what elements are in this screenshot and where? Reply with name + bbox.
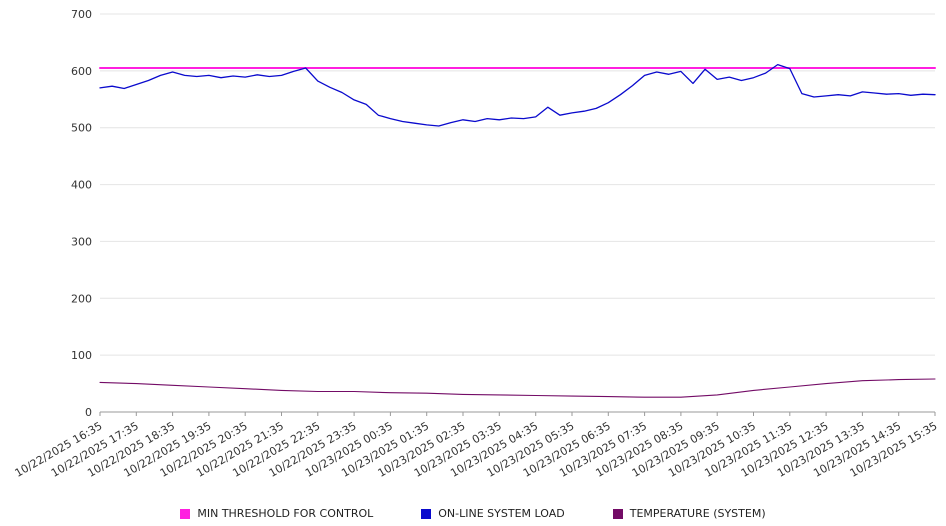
legend-item-temperature-system[interactable]: TEMPERATURE (SYSTEM) (612, 507, 766, 520)
legend-swatch-online-system-load (421, 508, 432, 519)
chart-legend: MIN THRESHOLD FOR CONTROL ON-LINE SYSTEM… (0, 507, 946, 520)
legend-label: ON-LINE SYSTEM LOAD (438, 507, 565, 520)
legend-label: TEMPERATURE (SYSTEM) (629, 507, 766, 520)
legend-swatch-min-threshold (180, 508, 191, 519)
legend-item-min-threshold[interactable]: MIN THRESHOLD FOR CONTROL (180, 507, 373, 520)
svg-text:100: 100 (71, 349, 92, 362)
svg-text:600: 600 (71, 65, 92, 78)
legend-swatch-temperature-system (612, 508, 623, 519)
svg-text:500: 500 (71, 122, 92, 135)
svg-text:0: 0 (85, 406, 92, 419)
legend-item-online-system-load[interactable]: ON-LINE SYSTEM LOAD (421, 507, 565, 520)
svg-text:200: 200 (71, 292, 92, 305)
legend-label: MIN THRESHOLD FOR CONTROL (197, 507, 374, 520)
svg-text:400: 400 (71, 179, 92, 192)
svg-text:700: 700 (71, 8, 92, 21)
svg-text:300: 300 (71, 235, 92, 248)
